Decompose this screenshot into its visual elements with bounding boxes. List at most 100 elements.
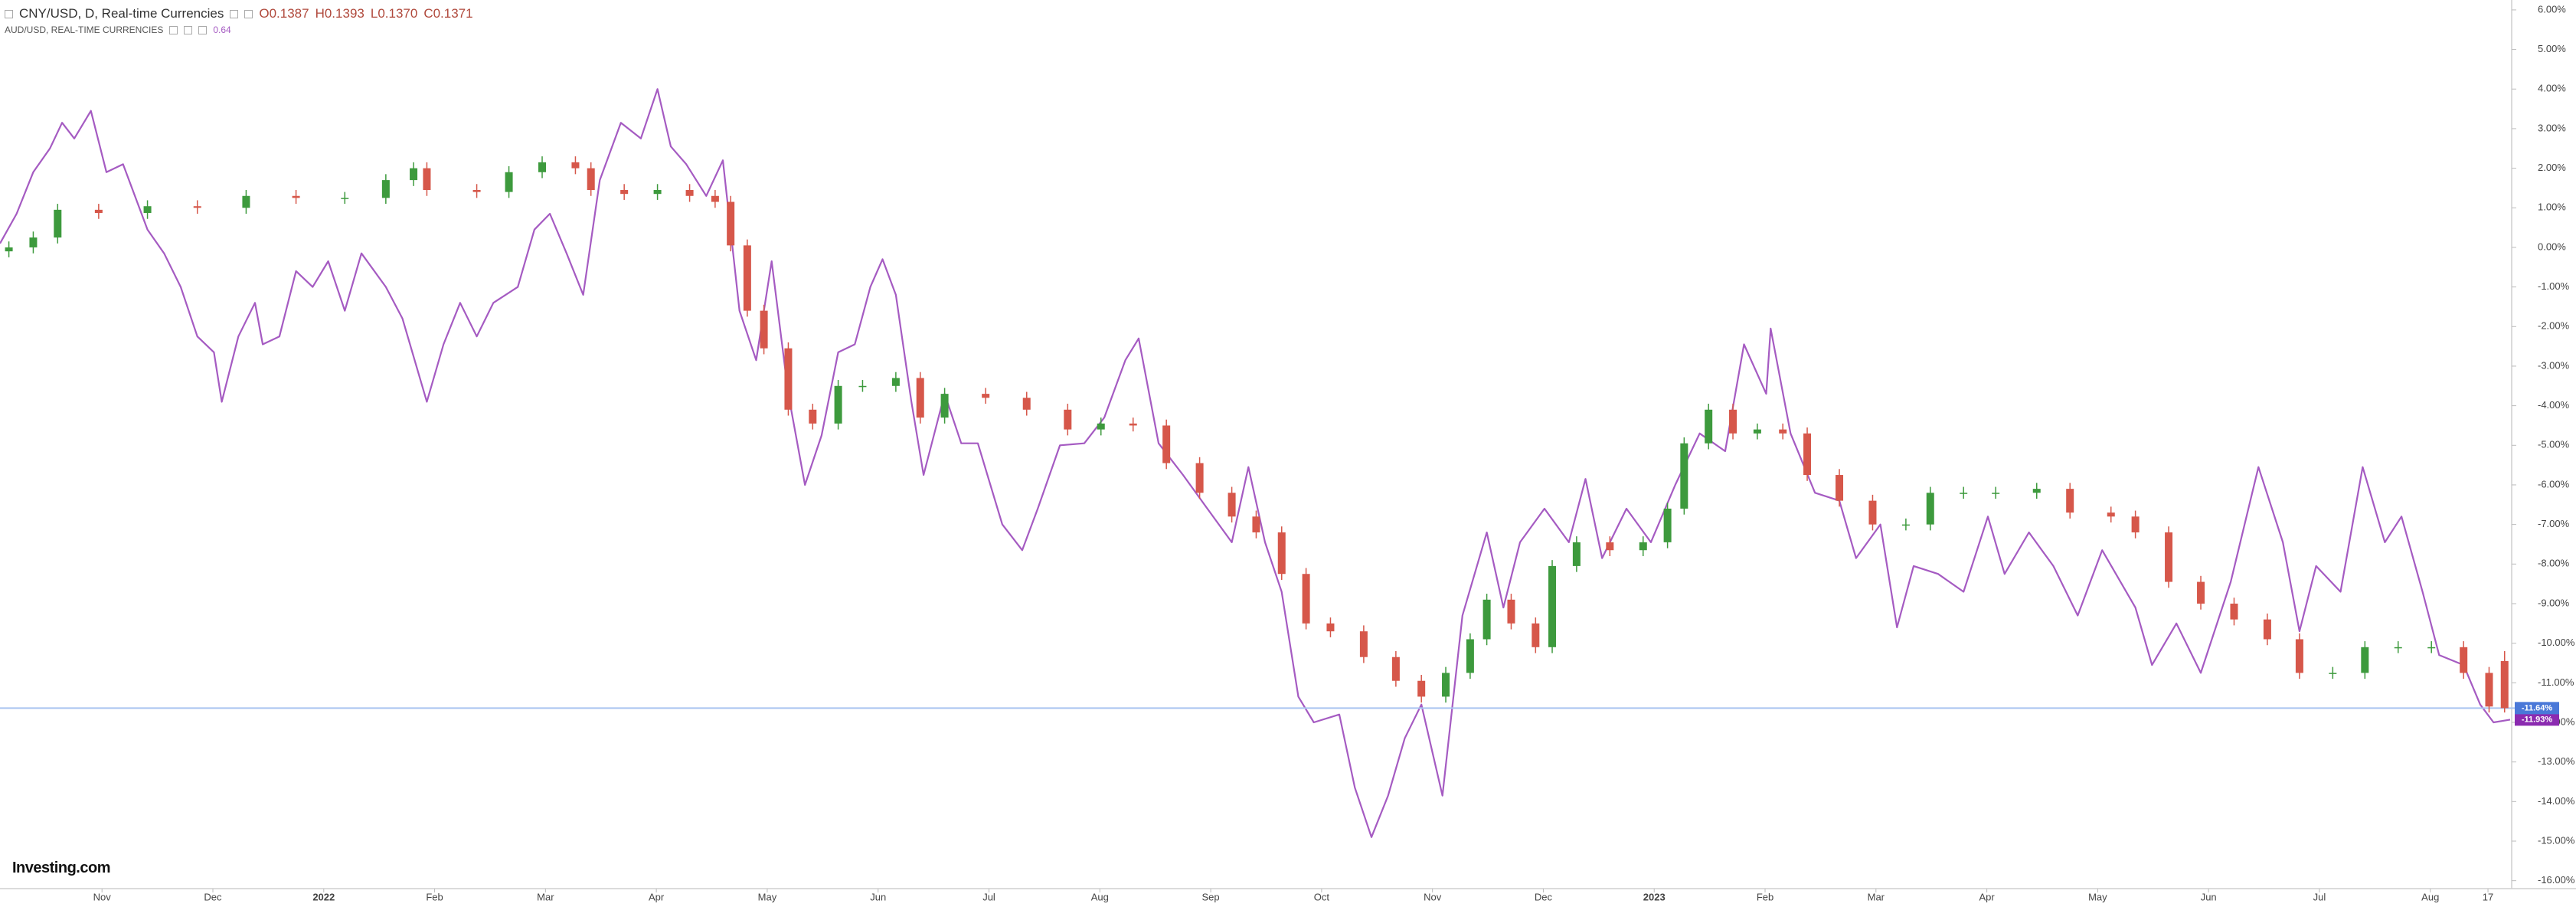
y-tick-label: -16.00% <box>2538 874 2575 886</box>
candle-body <box>685 190 694 196</box>
candle-body <box>423 168 431 191</box>
x-tick-label: 2023 <box>1643 891 1666 902</box>
x-tick-label: Jun <box>870 891 886 902</box>
compare-settings[interactable] <box>169 25 178 34</box>
candle-body <box>2197 581 2205 604</box>
candle-body <box>341 198 349 199</box>
candle-body <box>2295 639 2303 673</box>
y-tick-label: -15.00% <box>2538 834 2575 846</box>
candle-body <box>54 209 62 238</box>
candle-body <box>620 190 629 195</box>
candle-body <box>1729 409 1737 434</box>
candle-body <box>2394 647 2402 649</box>
candle-body <box>2131 516 2140 532</box>
candle-body <box>1960 493 1968 494</box>
legend-main: CNY/USD, D, Real-time Currencies O0.1387… <box>5 6 473 21</box>
last-value-label: -11.64% <box>2522 703 2553 712</box>
y-tick-label: -8.00% <box>2538 558 2570 569</box>
candle-body <box>760 310 768 349</box>
candle-body <box>2329 673 2337 674</box>
candle-body <box>2066 489 2074 513</box>
candle-body <box>472 190 481 192</box>
candle-body <box>1483 599 1491 640</box>
y-tick-label: -10.00% <box>2538 637 2575 648</box>
x-tick-label: Aug <box>1091 891 1109 902</box>
legend-compare: AUD/USD, REAL-TIME CURRENCIES 0.64 <box>5 25 231 35</box>
x-tick-label: May <box>2088 891 2107 902</box>
x-tick-label: Aug <box>2421 891 2439 902</box>
settings-button[interactable] <box>230 9 239 18</box>
candle-body <box>2165 532 2173 582</box>
candle-body <box>1803 433 1812 476</box>
candle-body <box>94 209 103 213</box>
last-value-label: -11.93% <box>2522 715 2553 724</box>
x-tick-label: Apr <box>1979 891 1995 902</box>
x-tick-label: Sep <box>1202 891 1220 902</box>
candle-body <box>571 162 580 169</box>
close-button[interactable] <box>244 9 253 18</box>
candle-body <box>743 245 751 311</box>
y-tick-label: 4.00% <box>2538 83 2566 94</box>
x-tick-label: May <box>758 891 777 902</box>
candle-body <box>653 190 662 195</box>
candle-body <box>1097 423 1105 430</box>
candle-body <box>1901 524 1910 526</box>
x-tick-label: Dec <box>204 891 222 902</box>
x-tick-label: Mar <box>537 891 554 902</box>
last-value-box <box>2515 702 2559 715</box>
y-tick-label: -13.00% <box>2538 755 2575 767</box>
collapse-button[interactable] <box>5 9 13 18</box>
candle-body <box>1466 639 1474 673</box>
compare-hide[interactable] <box>184 25 193 34</box>
ohlc-open: O0.1387 <box>259 6 309 21</box>
ohlc-low: L0.1370 <box>370 6 418 21</box>
candle-body <box>292 195 300 198</box>
ohlc-close: C0.1371 <box>423 6 473 21</box>
series-title: CNY/USD, D, Real-time Currencies <box>19 6 224 21</box>
y-tick-label: -4.00% <box>2538 399 2570 411</box>
y-tick-label: 1.00% <box>2538 201 2566 213</box>
y-tick-label: 3.00% <box>2538 122 2566 133</box>
candle-body <box>891 378 900 386</box>
candle-body <box>1129 423 1137 426</box>
x-tick-label: Jul <box>982 891 995 902</box>
candle-body <box>2485 673 2493 707</box>
candle-body <box>1548 565 1557 647</box>
candle-body <box>1277 532 1286 575</box>
candle-body <box>1705 409 1713 444</box>
candle-body <box>193 206 201 208</box>
candle-body <box>5 247 13 252</box>
y-tick-label: -2.00% <box>2538 320 2570 332</box>
candle-body <box>727 201 735 246</box>
candle-body <box>1926 493 1934 525</box>
candle-body <box>2460 647 2468 673</box>
candle-body <box>1302 574 1310 624</box>
candle-body <box>1753 429 1761 434</box>
candle-body <box>1639 542 1647 551</box>
candle-body <box>381 180 390 198</box>
compare-close[interactable] <box>198 25 208 34</box>
candle-body <box>1532 623 1540 647</box>
candle-body <box>1606 542 1614 551</box>
candle-body <box>2361 647 2369 673</box>
candle-body <box>1359 631 1368 657</box>
x-tick-label: Dec <box>1535 891 1553 902</box>
x-tick-label: Nov <box>1424 891 1442 902</box>
candle-body <box>1779 429 1787 434</box>
y-tick-label: -3.00% <box>2538 359 2570 371</box>
y-tick-label: 0.00% <box>2538 241 2566 252</box>
candle-body <box>1022 398 1031 410</box>
candle-body <box>143 206 152 213</box>
candle-body <box>1868 500 1877 525</box>
y-tick-label: -5.00% <box>2538 439 2570 450</box>
candle-body <box>1507 599 1515 624</box>
candle-body <box>410 168 418 181</box>
candle-body <box>2500 660 2509 709</box>
candle-body <box>505 172 513 192</box>
candle-body <box>834 385 842 424</box>
candle-body <box>242 195 250 208</box>
candle-body <box>538 162 547 172</box>
candle-body <box>940 394 949 418</box>
